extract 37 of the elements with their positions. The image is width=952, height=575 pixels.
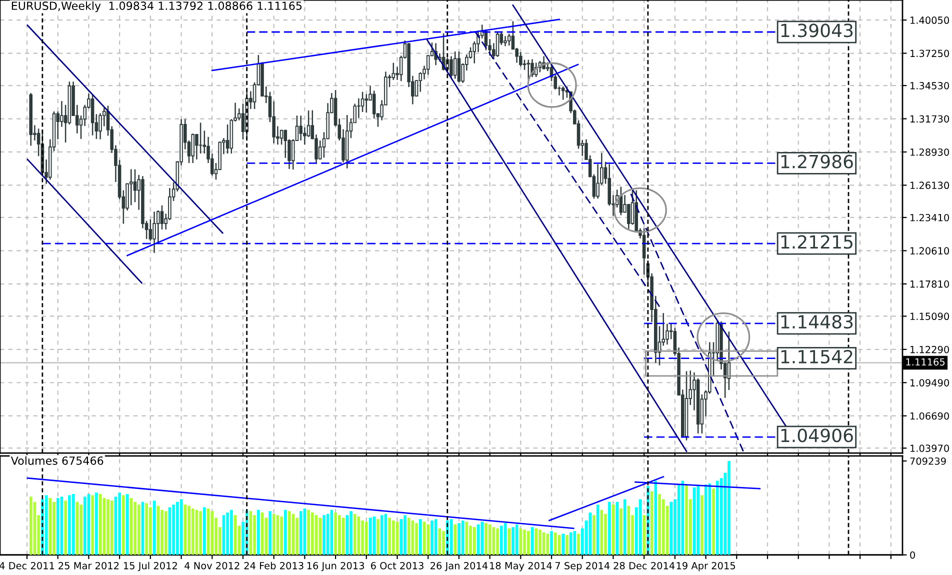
x-tick-label: 15 Jul 2012	[124, 562, 177, 572]
x-tick-label: 25 Mar 2012	[58, 562, 119, 570]
x-tick-label: 26 Jan 2014	[430, 562, 488, 572]
ref-line-label: 1.11165	[906, 358, 945, 366]
y-tick-label: 0	[910, 551, 915, 559]
y-tick-label: 1.28930	[910, 148, 949, 156]
y-tick-label: 1.17810	[910, 280, 949, 288]
x-tick-label: 19 Apr 2015	[676, 562, 736, 572]
series-label: 1.27986	[781, 154, 853, 168]
x-tick-label: 24 Feb 2013	[244, 562, 304, 570]
x-tick-label: 4 Dec 2011	[0, 562, 54, 570]
x-tick-label: 28 Dec 2014	[614, 562, 675, 570]
y-tick-label: 1.40050	[910, 16, 949, 24]
y-tick-label: 1.03970	[910, 444, 949, 452]
y-tick-label: 1.37250	[910, 50, 949, 58]
chart-title: EURUSD,Weekly 1.09834 1.13792 1.08866 1.11165	[12, 1, 302, 12]
x-tick-label: 7 Sep 2014	[555, 562, 610, 572]
series-label: 1.11542	[781, 350, 852, 364]
x-tick-label: 6 Oct 2013	[370, 562, 424, 570]
series-label: 1.14483	[781, 314, 853, 329]
series-label: 1.21215	[781, 235, 852, 249]
y-tick-label: 709239	[910, 457, 946, 465]
y-tick-label: 1.06690	[910, 412, 949, 420]
y-tick-label: 1.15090	[910, 312, 949, 320]
series-label: 1.39043	[781, 24, 853, 38]
y-tick-label: 1.34530	[910, 82, 949, 90]
y-tick-label: 1.09490	[910, 379, 949, 386]
series-label: 1.04906	[781, 428, 853, 442]
chart-title: Volumes 675466	[10, 456, 104, 465]
y-tick-label: 1.20610	[910, 247, 949, 255]
x-tick-label: 16 Jun 2013	[307, 562, 364, 572]
y-tick-label: 1.23410	[910, 214, 949, 222]
y-tick-label: 1.26130	[910, 182, 949, 190]
x-tick-label: 4 Nov 2012	[184, 562, 240, 570]
y-tick-label: 1.12290	[910, 346, 949, 354]
y-tick-label: 1.31730	[910, 115, 949, 123]
x-tick-label: 18 May 2014	[490, 562, 552, 572]
